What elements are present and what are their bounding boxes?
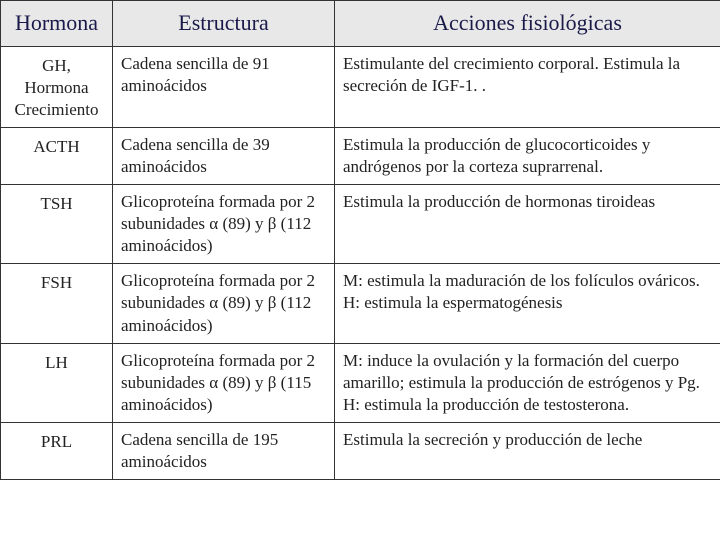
header-estructura: Estructura (113, 1, 335, 47)
table-row: GH,HormonaCrecimiento Cadena sencilla de… (1, 46, 720, 127)
cell-estructura: Cadena sencilla de 39 aminoácidos (113, 127, 335, 184)
cell-acciones: Estimula la secreción y producción de le… (335, 422, 720, 479)
table-row: TSH Glicoproteína formada por 2 subunida… (1, 185, 720, 264)
cell-acciones: M: estimula la maduración de los folícul… (335, 264, 720, 343)
hormone-table: Hormona Estructura Acciones fisiológicas… (0, 0, 720, 480)
cell-estructura: Glicoproteína formada por 2 subunidades … (113, 264, 335, 343)
cell-hormona: GH,HormonaCrecimiento (1, 46, 113, 127)
cell-hormona: LH (1, 343, 113, 422)
cell-hormona: FSH (1, 264, 113, 343)
header-row: Hormona Estructura Acciones fisiológicas (1, 1, 720, 47)
cell-hormona: PRL (1, 422, 113, 479)
cell-estructura: Glicoproteína formada por 2 subunidades … (113, 185, 335, 264)
cell-estructura: Cadena sencilla de 91 aminoácidos (113, 46, 335, 127)
header-acciones: Acciones fisiológicas (335, 1, 720, 47)
cell-hormona: TSH (1, 185, 113, 264)
cell-acciones: Estimulante del crecimiento corporal. Es… (335, 46, 720, 127)
table-row: FSH Glicoproteína formada por 2 subunida… (1, 264, 720, 343)
cell-estructura: Glicoproteína formada por 2 subunidades … (113, 343, 335, 422)
table-row: ACTH Cadena sencilla de 39 aminoácidos E… (1, 127, 720, 184)
table-row: LH Glicoproteína formada por 2 subunidad… (1, 343, 720, 422)
cell-acciones: Estimula la producción de hormonas tiroi… (335, 185, 720, 264)
table-row: PRL Cadena sencilla de 195 aminoácidos E… (1, 422, 720, 479)
cell-acciones: Estimula la producción de glucocorticoid… (335, 127, 720, 184)
cell-acciones: M: induce la ovulación y la formación de… (335, 343, 720, 422)
cell-estructura: Cadena sencilla de 195 aminoácidos (113, 422, 335, 479)
header-hormona: Hormona (1, 1, 113, 47)
table-body: GH,HormonaCrecimiento Cadena sencilla de… (1, 46, 720, 480)
cell-hormona: ACTH (1, 127, 113, 184)
